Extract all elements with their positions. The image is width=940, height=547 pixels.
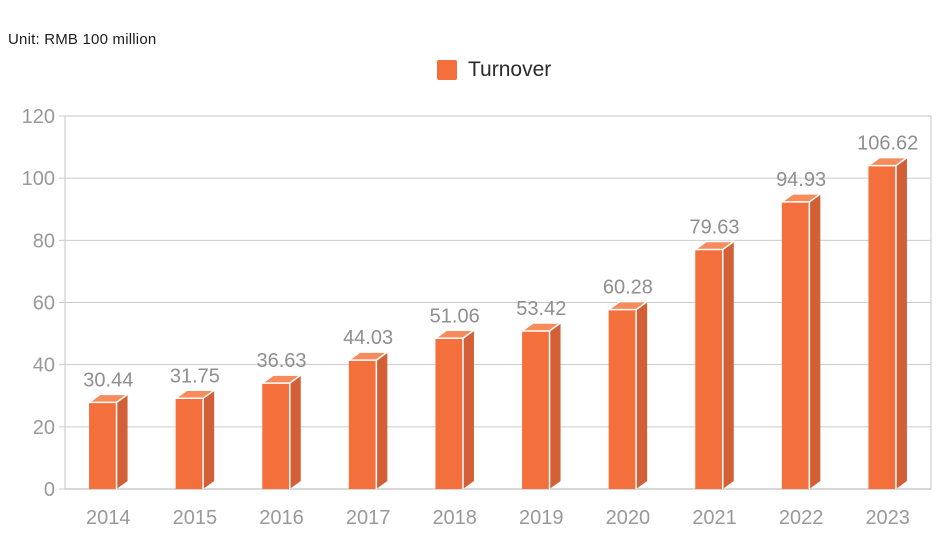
x-axis-label: 2014 [86,507,131,529]
bar-value-label: 31.75 [170,365,220,387]
bar-2020[interactable] [607,300,648,489]
legend-item-turnover[interactable]: Turnover [437,58,551,82]
x-axis-label: 2017 [346,507,391,529]
bar-front-face [608,309,637,489]
legend-label: Turnover [468,58,552,81]
bar-side-face [895,157,907,490]
bar-top-face [88,393,129,404]
bar-2018[interactable] [434,329,475,489]
x-axis-label: 2021 [692,507,737,529]
bar-value-label: 53.42 [516,298,566,320]
bar-side-face [722,241,734,489]
bar-2017[interactable] [348,351,389,489]
bar-value-label: 36.63 [256,350,306,372]
bar-top-face [867,156,908,167]
bar-value-label: 60.28 [603,277,653,299]
x-axis-label: 2020 [606,507,651,529]
bar-front-face [522,330,550,489]
bar-2015[interactable] [174,389,215,489]
legend-swatch-icon [437,60,457,80]
bar-2021[interactable] [694,240,735,489]
y-axis-label: 120 [22,106,55,128]
y-axis-label: 80 [33,230,55,252]
bar-front-face [868,165,896,490]
bar-side-face [289,375,301,489]
bar-2019[interactable] [521,322,562,489]
bar-value-label: 44.03 [343,327,393,349]
y-axis-label: 0 [44,479,55,501]
y-axis-label: 40 [33,355,55,377]
bar-top-face [781,193,822,203]
bar-side-face [116,394,128,489]
y-axis-label: 60 [33,293,55,315]
bar-side-face [376,352,388,489]
x-axis-label: 2023 [865,507,910,529]
bar-2014[interactable] [88,393,129,489]
bar-value-label: 94.93 [776,169,826,191]
bar-front-face [435,338,463,489]
bar-side-face [462,330,474,489]
x-axis-label: 2019 [519,507,564,529]
bar-top-face [521,322,562,332]
bar-top-face [261,374,302,384]
x-axis-label: 2022 [779,507,824,529]
bar-top-face [348,351,389,361]
bar-front-face [348,360,377,489]
bar-value-label: 106.62 [857,133,918,155]
bar-2016[interactable] [261,374,302,489]
x-axis-label: 2015 [173,507,218,529]
y-axis-label: 100 [22,168,55,190]
bar-value-label: 51.06 [430,305,480,327]
bar-front-face [781,201,810,490]
bar-side-face [809,193,821,490]
bar-top-face [174,389,215,400]
bar-top-face [434,329,475,340]
bar-front-face [695,249,723,489]
bar-2022[interactable] [781,193,822,490]
bar-top-face [694,240,735,251]
bar-side-face [636,301,648,489]
y-axis-label: 20 [33,417,55,439]
bar-top-face [607,300,648,311]
bar-value-label: 79.63 [689,216,739,238]
bar-2023[interactable] [867,156,908,490]
x-axis-label: 2018 [432,507,477,529]
bar-side-face [549,322,561,489]
bar-front-face [262,383,290,489]
unit-label: Unit: RMB 100 million [8,31,157,48]
bar-side-face [203,390,215,489]
x-axis-label: 2016 [259,507,304,529]
bar-front-face [89,402,117,489]
bar-front-face [175,398,204,489]
bar-value-label: 30.44 [83,369,133,391]
